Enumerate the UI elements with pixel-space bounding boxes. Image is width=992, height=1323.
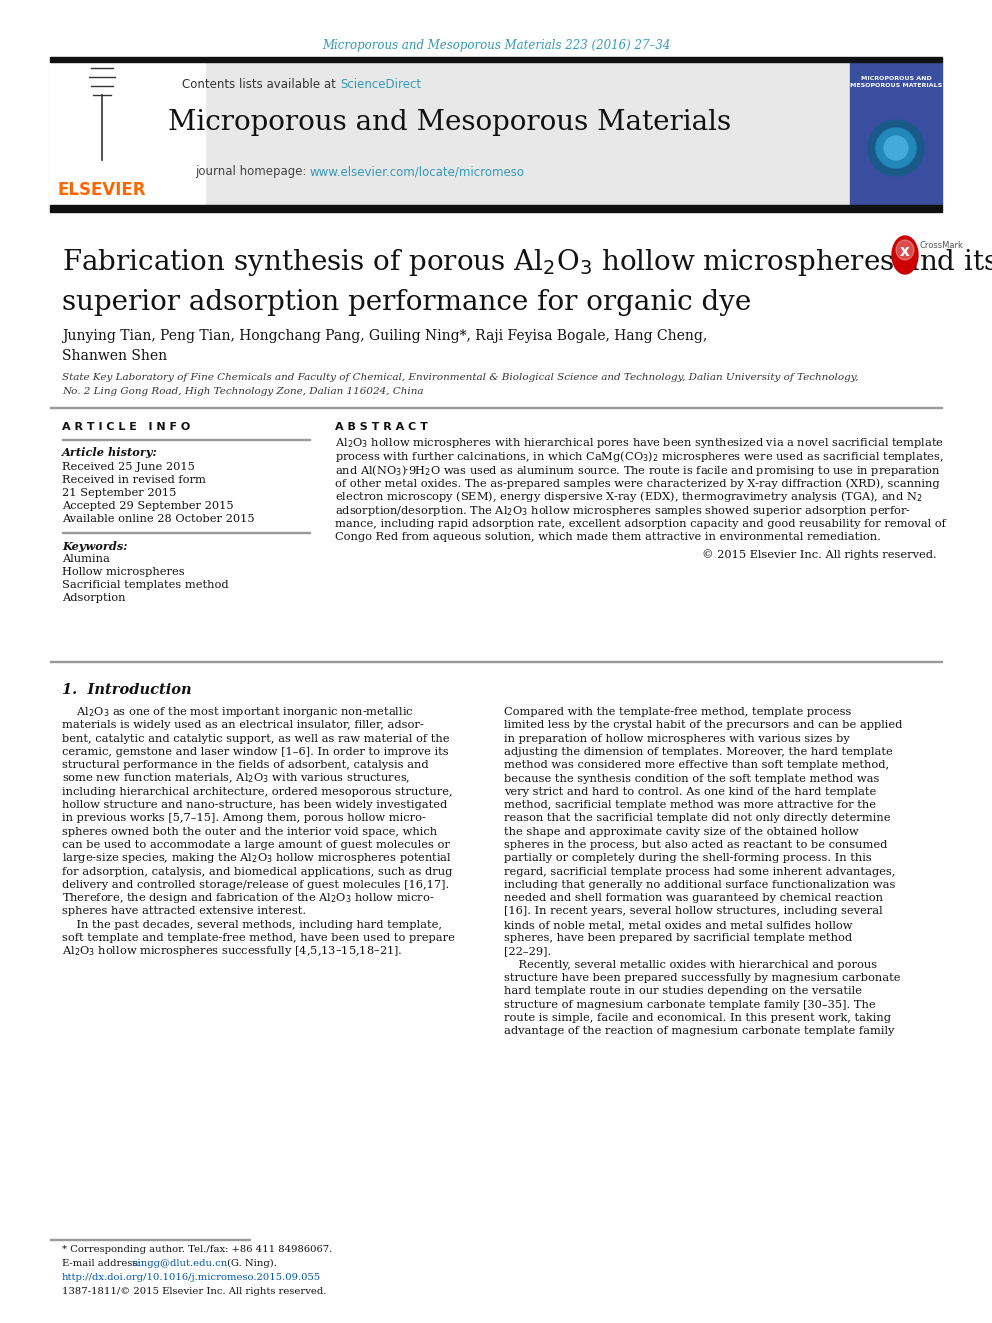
Text: Congo Red from aqueous solution, which made them attractive in environmental rem: Congo Red from aqueous solution, which m… — [335, 532, 881, 542]
Text: A R T I C L E   I N F O: A R T I C L E I N F O — [62, 422, 190, 433]
Text: because the synthesis condition of the soft template method was: because the synthesis condition of the s… — [504, 774, 879, 783]
Bar — [850, 62, 942, 205]
Text: reason that the sacrificial template did not only directly determine: reason that the sacrificial template did… — [504, 814, 891, 823]
Text: structure have been prepared successfully by magnesium carbonate: structure have been prepared successfull… — [504, 972, 901, 983]
Text: Therefore, the design and fabrication of the Al$_2$O$_3$ hollow micro-: Therefore, the design and fabrication of… — [62, 892, 434, 905]
Text: for adsorption, catalysis, and biomedical applications, such as drug: for adsorption, catalysis, and biomedica… — [62, 867, 452, 877]
Text: method, sacrificial template method was more attractive for the: method, sacrificial template method was … — [504, 800, 876, 810]
Text: regard, sacrificial template process had some inherent advantages,: regard, sacrificial template process had… — [504, 867, 896, 877]
Text: the shape and approximate cavity size of the obtained hollow: the shape and approximate cavity size of… — [504, 827, 859, 836]
Text: Junying Tian, Peng Tian, Hongchang Pang, Guiling Ning*, Raji Feyisa Bogale, Hang: Junying Tian, Peng Tian, Hongchang Pang,… — [62, 329, 707, 343]
Text: bent, catalytic and catalytic support, as well as raw material of the: bent, catalytic and catalytic support, a… — [62, 733, 449, 744]
Text: State Key Laboratory of Fine Chemicals and Faculty of Chemical, Environmental & : State Key Laboratory of Fine Chemicals a… — [62, 373, 858, 382]
Text: Shanwen Shen: Shanwen Shen — [62, 349, 167, 363]
Text: partially or completely during the shell-forming process. In this: partially or completely during the shell… — [504, 853, 872, 864]
Text: delivery and controlled storage/release of guest molecules [16,17].: delivery and controlled storage/release … — [62, 880, 449, 890]
Text: spheres, have been prepared by sacrificial template method: spheres, have been prepared by sacrifici… — [504, 933, 852, 943]
Circle shape — [884, 136, 908, 160]
Text: large-size species, making the Al$_2$O$_3$ hollow microspheres potential: large-size species, making the Al$_2$O$_… — [62, 851, 452, 865]
Text: ScienceDirect: ScienceDirect — [340, 78, 422, 90]
Text: ELSEVIER: ELSEVIER — [58, 181, 146, 198]
Text: 1387-1811/© 2015 Elsevier Inc. All rights reserved.: 1387-1811/© 2015 Elsevier Inc. All right… — [62, 1287, 326, 1297]
Text: http://dx.doi.org/10.1016/j.micromeso.2015.09.055: http://dx.doi.org/10.1016/j.micromeso.20… — [62, 1274, 321, 1282]
Text: Hollow microspheres: Hollow microspheres — [62, 568, 185, 577]
Text: Fabrication synthesis of porous Al$_2$O$_3$ hollow microspheres and its: Fabrication synthesis of porous Al$_2$O$… — [62, 247, 992, 279]
Text: spheres have attracted extensive interest.: spheres have attracted extensive interes… — [62, 906, 307, 917]
Text: route is simple, facile and economical. In this present work, taking: route is simple, facile and economical. … — [504, 1013, 891, 1023]
Text: © 2015 Elsevier Inc. All rights reserved.: © 2015 Elsevier Inc. All rights reserved… — [702, 549, 937, 561]
Text: adsorption/desorption. The Al$_2$O$_3$ hollow microspheres samples showed superi: adsorption/desorption. The Al$_2$O$_3$ h… — [335, 504, 911, 517]
Text: advantage of the reaction of magnesium carbonate template family: advantage of the reaction of magnesium c… — [504, 1027, 895, 1036]
Text: 1.  Introduction: 1. Introduction — [62, 683, 191, 697]
Text: materials is widely used as an electrical insulator, filler, adsor-: materials is widely used as an electrica… — [62, 720, 424, 730]
Text: Sacrificial templates method: Sacrificial templates method — [62, 579, 228, 590]
Text: structural performance in the fields of adsorbent, catalysis and: structural performance in the fields of … — [62, 761, 429, 770]
Bar — [50, 205, 942, 212]
Text: in previous works [5,7–15]. Among them, porous hollow micro-: in previous works [5,7–15]. Among them, … — [62, 814, 426, 823]
Text: 21 September 2015: 21 September 2015 — [62, 488, 177, 497]
Text: Microporous and Mesoporous Materials: Microporous and Mesoporous Materials — [169, 108, 731, 135]
Ellipse shape — [896, 239, 914, 261]
Text: superior adsorption performance for organic dye: superior adsorption performance for orga… — [62, 288, 751, 315]
Text: including hierarchical architecture, ordered mesoporous structure,: including hierarchical architecture, ord… — [62, 787, 452, 796]
Circle shape — [876, 128, 916, 168]
Text: can be used to accommodate a large amount of guest molecules or: can be used to accommodate a large amoun… — [62, 840, 450, 849]
Text: A B S T R A C T: A B S T R A C T — [335, 422, 428, 433]
Text: MICROPOROUS AND
MESOPOROUS MATERIALS: MICROPOROUS AND MESOPOROUS MATERIALS — [850, 77, 942, 87]
Ellipse shape — [892, 235, 918, 274]
Text: hollow structure and nano-structure, has been widely investigated: hollow structure and nano-structure, has… — [62, 800, 447, 810]
Text: adjusting the dimension of templates. Moreover, the hard template: adjusting the dimension of templates. Mo… — [504, 747, 893, 757]
Text: E-mail address:: E-mail address: — [62, 1258, 144, 1267]
Text: very strict and hard to control. As one kind of the hard template: very strict and hard to control. As one … — [504, 787, 876, 796]
Bar — [50, 62, 850, 205]
Text: Al$_2$O$_3$ as one of the most important inorganic non-metallic: Al$_2$O$_3$ as one of the most important… — [62, 705, 414, 718]
Bar — [50, 62, 205, 205]
Text: In the past decades, several methods, including hard template,: In the past decades, several methods, in… — [62, 919, 442, 930]
Text: spheres in the process, but also acted as reactant to be consumed: spheres in the process, but also acted a… — [504, 840, 888, 849]
Text: electron microscopy (SEM), energy dispersive X-ray (EDX), thermogravimetry analy: electron microscopy (SEM), energy disper… — [335, 490, 923, 504]
Text: CrossMark: CrossMark — [920, 242, 964, 250]
Text: * Corresponding author. Tel./fax: +86 411 84986067.: * Corresponding author. Tel./fax: +86 41… — [62, 1245, 332, 1254]
Text: www.elsevier.com/locate/micromeso: www.elsevier.com/locate/micromeso — [310, 165, 525, 179]
Text: and Al(NO$_3$)·9H$_2$O was used as aluminum source. The route is facile and prom: and Al(NO$_3$)·9H$_2$O was used as alumi… — [335, 463, 940, 478]
Text: needed and shell formation was guaranteed by chemical reaction: needed and shell formation was guarantee… — [504, 893, 883, 904]
Text: hard template route in our studies depending on the versatile: hard template route in our studies depen… — [504, 987, 862, 996]
Text: Microporous and Mesoporous Materials 223 (2016) 27–34: Microporous and Mesoporous Materials 223… — [321, 38, 671, 52]
Text: soft template and template-free method, have been used to prepare: soft template and template-free method, … — [62, 933, 455, 943]
Text: Accepted 29 September 2015: Accepted 29 September 2015 — [62, 501, 234, 511]
Text: ceramic, gemstone and laser window [1–6]. In order to improve its: ceramic, gemstone and laser window [1–6]… — [62, 747, 448, 757]
Text: spheres owned both the outer and the interior void space, which: spheres owned both the outer and the int… — [62, 827, 437, 836]
Text: (G. Ning).: (G. Ning). — [224, 1258, 277, 1267]
Text: Received 25 June 2015: Received 25 June 2015 — [62, 462, 194, 472]
Text: Article history:: Article history: — [62, 447, 158, 459]
Text: including that generally no additional surface functionalization was: including that generally no additional s… — [504, 880, 896, 890]
Text: Received in revised form: Received in revised form — [62, 475, 206, 486]
Circle shape — [868, 120, 924, 176]
Text: structure of magnesium carbonate template family [30–35]. The: structure of magnesium carbonate templat… — [504, 1000, 876, 1009]
Text: in preparation of hollow microspheres with various sizes by: in preparation of hollow microspheres wi… — [504, 733, 850, 744]
Text: Alumina: Alumina — [62, 554, 110, 564]
Text: Al$_2$O$_3$ hollow microspheres successfully [4,5,13–15,18–21].: Al$_2$O$_3$ hollow microspheres successf… — [62, 945, 403, 958]
Text: [22–29].: [22–29]. — [504, 946, 552, 957]
Text: mance, including rapid adsorption rate, excellent adsorption capacity and good r: mance, including rapid adsorption rate, … — [335, 519, 946, 529]
Text: journal homepage:: journal homepage: — [194, 165, 310, 179]
Text: kinds of noble metal, metal oxides and metal sulfides hollow: kinds of noble metal, metal oxides and m… — [504, 919, 852, 930]
Text: [16]. In recent years, several hollow structures, including several: [16]. In recent years, several hollow st… — [504, 906, 883, 917]
Text: limited less by the crystal habit of the precursors and can be applied: limited less by the crystal habit of the… — [504, 720, 903, 730]
Text: process with further calcinations, in which CaMg(CO$_3$)$_2$ microspheres were u: process with further calcinations, in wh… — [335, 448, 943, 464]
Text: x: x — [900, 245, 910, 259]
Text: Recently, several metallic oxides with hierarchical and porous: Recently, several metallic oxides with h… — [504, 959, 877, 970]
Text: ningg@dlut.edu.cn: ningg@dlut.edu.cn — [132, 1258, 228, 1267]
Bar — [50, 57, 942, 62]
Text: Compared with the template-free method, template process: Compared with the template-free method, … — [504, 706, 851, 717]
Text: No. 2 Ling Gong Road, High Technology Zone, Dalian 116024, China: No. 2 Ling Gong Road, High Technology Zo… — [62, 386, 424, 396]
Text: method was considered more effective than soft template method,: method was considered more effective tha… — [504, 761, 889, 770]
Text: Contents lists available at: Contents lists available at — [183, 78, 340, 90]
Text: of other metal oxides. The as-prepared samples were characterized by X-ray diffr: of other metal oxides. The as-prepared s… — [335, 478, 939, 488]
Text: Available online 28 October 2015: Available online 28 October 2015 — [62, 515, 255, 524]
Text: Al$_2$O$_3$ hollow microspheres with hierarchical pores have been synthesized vi: Al$_2$O$_3$ hollow microspheres with hie… — [335, 437, 944, 450]
Text: Keywords:: Keywords: — [62, 541, 128, 552]
Text: some new function materials, Al$_2$O$_3$ with various structures,: some new function materials, Al$_2$O$_3$… — [62, 771, 411, 786]
Text: Adsorption: Adsorption — [62, 593, 126, 603]
